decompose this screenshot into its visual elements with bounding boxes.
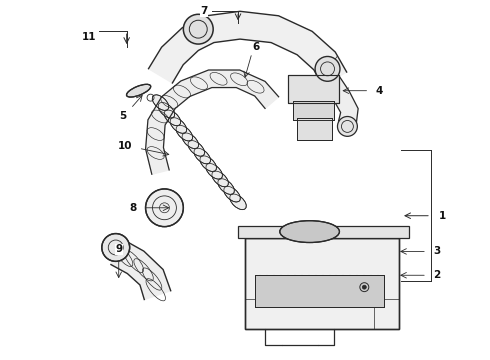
Polygon shape [146,70,279,174]
Text: 2: 2 [433,270,441,280]
Bar [288,75,340,103]
Ellipse shape [146,189,183,227]
Bar [293,100,335,121]
Ellipse shape [362,285,367,289]
Ellipse shape [182,133,198,149]
Text: 9: 9 [115,244,122,255]
Ellipse shape [152,95,169,111]
Ellipse shape [102,234,130,261]
Ellipse shape [194,148,211,164]
Polygon shape [148,11,346,86]
Text: 3: 3 [433,247,441,256]
Polygon shape [324,76,358,124]
Bar [255,275,384,307]
Ellipse shape [164,110,181,126]
Ellipse shape [176,125,193,141]
Ellipse shape [126,84,151,97]
Ellipse shape [280,221,340,243]
Text: 10: 10 [118,141,132,151]
Ellipse shape [212,171,228,187]
Polygon shape [111,240,171,300]
Ellipse shape [183,14,213,44]
Bar [293,100,335,121]
Bar [297,118,332,140]
Bar [245,238,399,329]
Ellipse shape [230,194,246,210]
Bar [238,226,409,238]
Ellipse shape [315,57,340,81]
Text: 5: 5 [119,112,126,121]
Text: 1: 1 [439,211,446,221]
Bar [297,118,332,140]
Bar [245,238,399,329]
Ellipse shape [218,179,234,194]
Ellipse shape [206,163,222,179]
Ellipse shape [170,118,187,133]
Text: 6: 6 [252,42,260,52]
Ellipse shape [200,156,217,171]
Ellipse shape [158,103,175,118]
Ellipse shape [224,186,240,202]
Text: 11: 11 [82,32,96,42]
Bar [255,275,384,307]
Ellipse shape [188,141,204,156]
Ellipse shape [338,117,357,136]
Bar [288,75,340,103]
Text: 4: 4 [375,86,383,96]
Text: 8: 8 [129,203,136,213]
Text: 7: 7 [200,6,208,16]
